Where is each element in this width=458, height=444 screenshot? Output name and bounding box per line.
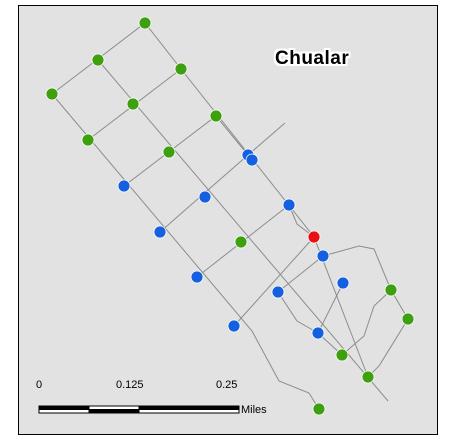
road-segment-1 <box>51 93 320 410</box>
green-node-14 <box>234 235 248 249</box>
green-node-7 <box>162 145 176 159</box>
blue-node-12 <box>282 198 296 212</box>
road-segment-9 <box>322 245 409 378</box>
blue-node-10 <box>117 179 131 193</box>
green-node-6 <box>81 133 95 147</box>
map-frame: Chualar 0 0.125 0.25 Miles <box>18 5 438 435</box>
green-node-0 <box>138 16 152 30</box>
road-segment-7 <box>233 236 315 327</box>
place-label-chualar: Chualar <box>275 48 350 69</box>
scale-tick-label-0125: 0.125 <box>116 379 144 391</box>
blue-node-18 <box>336 276 350 290</box>
green-node-1 <box>91 53 105 67</box>
blue-node-21 <box>227 319 241 333</box>
green-node-20 <box>384 283 398 297</box>
scale-tick-label-0: 0 <box>36 379 43 391</box>
green-node-4 <box>126 97 140 111</box>
road-network <box>51 22 409 410</box>
blue-node-19 <box>271 285 285 299</box>
blue-node-23 <box>311 326 325 340</box>
blue-node-9 <box>245 153 259 167</box>
blue-node-17 <box>190 270 204 284</box>
map-canvas[interactable] <box>19 6 438 435</box>
scale-bar <box>38 405 240 414</box>
node-layer <box>45 16 415 416</box>
scale-bar-segment-3 <box>138 405 240 410</box>
blue-node-16 <box>316 249 330 263</box>
scale-tick-label-025: 0.25 <box>216 379 238 391</box>
blue-node-13 <box>153 225 167 239</box>
road-segment-13 <box>277 291 319 334</box>
road-segment-4 <box>123 115 286 187</box>
road-segment-11 <box>341 289 392 356</box>
green-node-25 <box>361 370 375 384</box>
scale-unit-label: Miles <box>241 404 267 416</box>
green-node-2 <box>174 62 188 76</box>
green-node-26 <box>312 402 326 416</box>
green-node-22 <box>401 312 415 326</box>
green-node-5 <box>209 109 223 123</box>
road-segment-8 <box>277 255 324 293</box>
scale-bar-segment-2 <box>88 409 140 414</box>
blue-node-11 <box>198 190 212 204</box>
red-node-15 <box>307 230 321 244</box>
road-segment-12 <box>288 204 315 238</box>
road-segment-2 <box>97 59 389 402</box>
green-node-24 <box>335 348 349 362</box>
green-node-3 <box>45 87 59 101</box>
scale-bar-segment-1 <box>38 405 90 410</box>
